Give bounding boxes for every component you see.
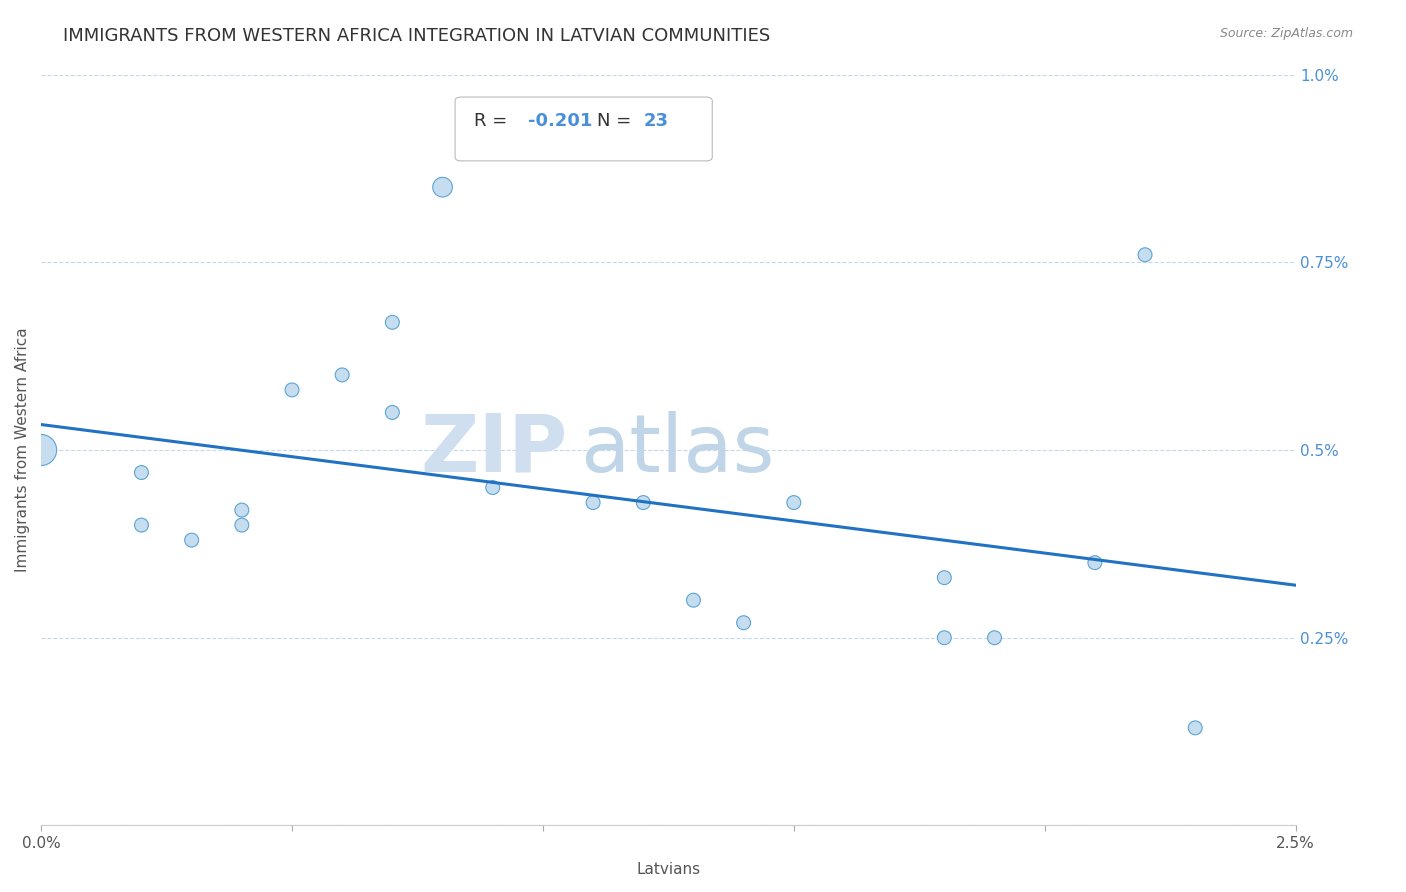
Point (30, 442, 52, 457)
Point (231, 518, 253, 533)
Point (633, 495, 655, 509)
FancyBboxPatch shape (456, 97, 713, 161)
X-axis label: Latvians: Latvians (637, 862, 700, 877)
Text: 23: 23 (644, 112, 668, 130)
Text: ZIP: ZIP (420, 411, 568, 489)
Point (1084, 556, 1107, 570)
Text: R =: R = (474, 112, 513, 130)
Point (180, 533, 202, 548)
Point (783, 495, 806, 509)
Text: atlas: atlas (581, 411, 775, 489)
Text: -0.201: -0.201 (527, 112, 592, 130)
Point (682, 593, 704, 607)
Point (1184, 721, 1206, 735)
Point (934, 571, 956, 585)
Point (381, 315, 404, 329)
Point (381, 405, 404, 419)
Point (934, 631, 956, 645)
Point (131, 466, 153, 480)
Point (1133, 248, 1156, 262)
Y-axis label: Immigrants from Western Africa: Immigrants from Western Africa (15, 327, 30, 573)
Point (231, 503, 253, 517)
Point (582, 495, 605, 509)
Text: IMMIGRANTS FROM WESTERN AFRICA INTEGRATION IN LATVIAN COMMUNITIES: IMMIGRANTS FROM WESTERN AFRICA INTEGRATI… (63, 27, 770, 45)
Point (330, 368, 353, 382)
Point (733, 615, 755, 630)
Point (481, 481, 503, 495)
Point (432, 180, 454, 194)
Point (281, 383, 304, 397)
Text: Source: ZipAtlas.com: Source: ZipAtlas.com (1219, 27, 1353, 40)
Point (983, 631, 1005, 645)
Point (131, 518, 153, 533)
Text: N =: N = (596, 112, 637, 130)
